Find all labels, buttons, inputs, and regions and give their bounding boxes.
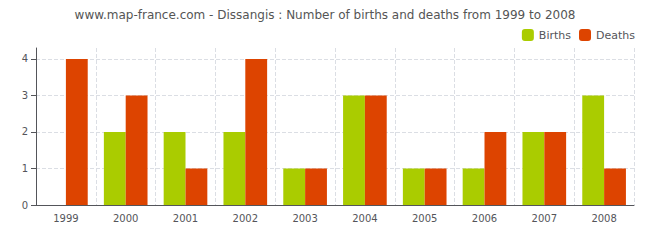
svg-text:1: 1 <box>22 163 28 174</box>
svg-text:www.map-france.com - Dissangis: www.map-france.com - Dissangis : Number … <box>75 8 576 22</box>
svg-text:1999: 1999 <box>53 213 78 224</box>
svg-text:3: 3 <box>22 90 28 101</box>
svg-text:2000: 2000 <box>113 213 138 224</box>
svg-text:4: 4 <box>22 53 28 64</box>
svg-text:2: 2 <box>22 126 28 137</box>
svg-text:2007: 2007 <box>532 213 557 224</box>
svg-text:2003: 2003 <box>292 213 317 224</box>
svg-text:2006: 2006 <box>472 213 497 224</box>
svg-text:2004: 2004 <box>352 213 377 224</box>
svg-text:2002: 2002 <box>233 213 258 224</box>
svg-text:0: 0 <box>22 200 28 211</box>
svg-text:Deaths: Deaths <box>596 29 635 42</box>
svg-text:2001: 2001 <box>173 213 198 224</box>
svg-text:Births: Births <box>539 29 571 42</box>
svg-text:2008: 2008 <box>591 213 616 224</box>
svg-text:2005: 2005 <box>412 213 437 224</box>
